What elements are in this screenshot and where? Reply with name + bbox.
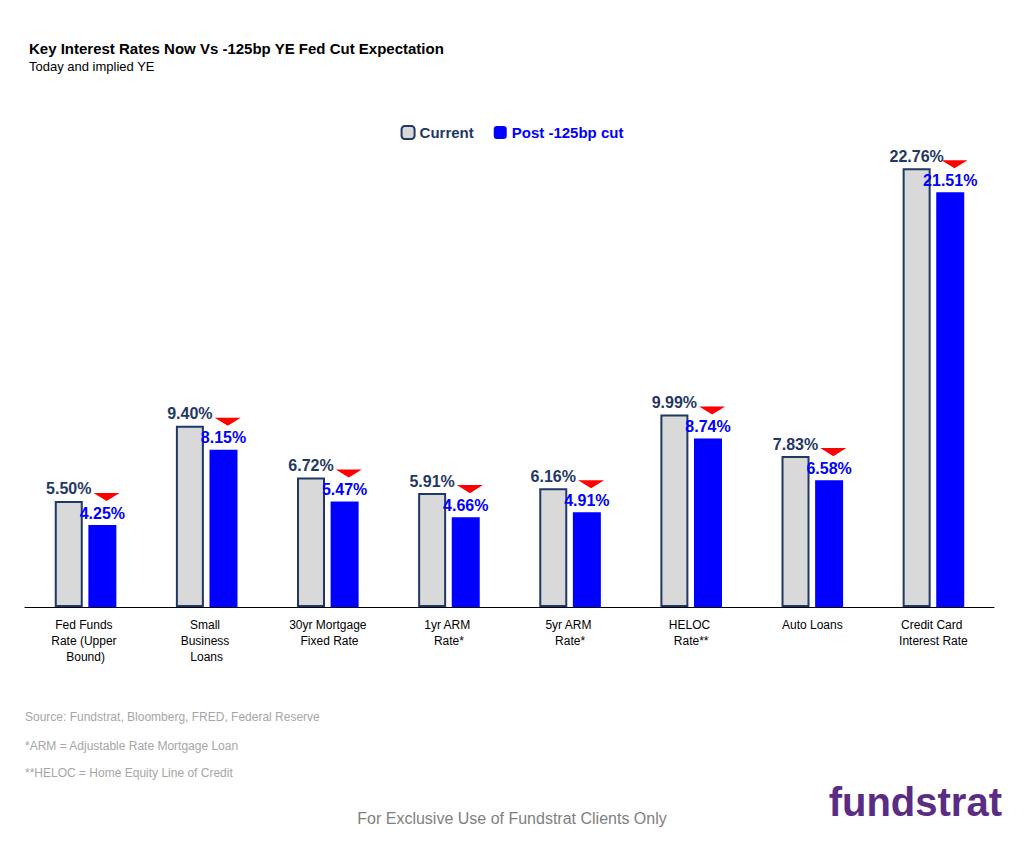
svg-text:Key Interest Rates Now Vs -125: Key Interest Rates Now Vs -125bp YE Fed … xyxy=(29,40,444,57)
svg-text:21.51%: 21.51% xyxy=(923,172,977,189)
svg-text:9.99%: 9.99% xyxy=(652,394,697,411)
svg-text:Loans: Loans xyxy=(190,650,223,664)
svg-text:Interest Rate: Interest Rate xyxy=(899,634,968,648)
svg-text:5.47%: 5.47% xyxy=(322,481,367,498)
svg-text:4.66%: 4.66% xyxy=(443,497,488,514)
svg-text:HELOC: HELOC xyxy=(669,618,714,632)
svg-text:*ARM = Adjustable Rate Mortgag: *ARM = Adjustable Rate Mortgage Loan xyxy=(25,739,238,753)
svg-text:6.58%: 6.58% xyxy=(806,460,851,477)
svg-text:5.50%: 5.50% xyxy=(46,480,91,497)
svg-text:Small: Small xyxy=(190,618,223,632)
svg-text:6.72%: 6.72% xyxy=(288,457,333,474)
svg-text:Fixed Rate: Fixed Rate xyxy=(297,634,359,648)
svg-text:4.25%: 4.25% xyxy=(80,505,125,522)
svg-text:Rate*: Rate* xyxy=(434,634,464,648)
svg-text:9.40%: 9.40% xyxy=(167,405,212,422)
svg-text:Today and implied YE: Today and implied YE xyxy=(29,59,155,74)
svg-text:Source: Fundstrat, Bloomberg,: Source: Fundstrat, Bloomberg, FRED, Fede… xyxy=(25,710,320,724)
svg-text:Rate (Upper: Rate (Upper xyxy=(51,634,120,648)
svg-text:Bound): Bound) xyxy=(66,650,105,664)
svg-text:Rate*: Rate* xyxy=(555,634,585,648)
svg-text:Auto Loans: Auto Loans xyxy=(782,618,843,632)
svg-text:8.74%: 8.74% xyxy=(685,418,730,435)
svg-text:8.15%: 8.15% xyxy=(201,429,246,446)
svg-text:Current: Current xyxy=(420,124,474,141)
svg-text:30yr Mortgage: 30yr Mortgage xyxy=(289,618,367,632)
svg-text:Post -125bp cut: Post -125bp cut xyxy=(512,124,624,141)
svg-text:Business: Business xyxy=(181,634,233,648)
svg-text:fundstrat: fundstrat xyxy=(829,780,1002,824)
svg-text:Rate**: Rate** xyxy=(674,634,709,648)
svg-text:5.91%: 5.91% xyxy=(409,473,454,490)
svg-text:7.83%: 7.83% xyxy=(773,436,818,453)
svg-text:1yr ARM: 1yr ARM xyxy=(424,618,473,632)
svg-text:6.16%: 6.16% xyxy=(531,468,576,485)
svg-text:For Exclusive Use of Fundstrat: For Exclusive Use of Fundstrat Clients O… xyxy=(357,810,666,827)
svg-text:Credit Card: Credit Card xyxy=(901,618,966,632)
svg-text:5yr ARM: 5yr ARM xyxy=(545,618,594,632)
svg-text:22.76%: 22.76% xyxy=(890,148,944,165)
svg-text:Fed Funds: Fed Funds xyxy=(55,618,116,632)
svg-text:**HELOC = Home Equity Line of: **HELOC = Home Equity Line of Credit xyxy=(25,766,233,780)
svg-text:4.91%: 4.91% xyxy=(564,492,609,509)
